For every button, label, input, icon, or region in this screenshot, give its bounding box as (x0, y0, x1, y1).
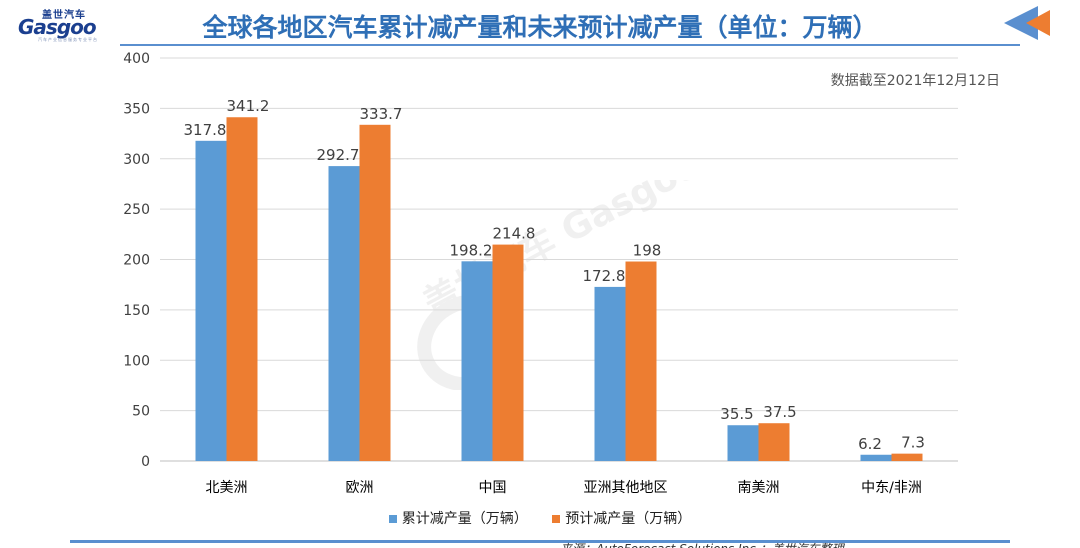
y-tick-label: 150 (123, 303, 150, 319)
title-underline (120, 44, 1020, 46)
data-label-series1: 317.8 (184, 121, 227, 139)
legend-label-series2: 预计减产量（万辆） (565, 511, 692, 527)
bars (195, 117, 923, 462)
bar-series1[interactable] (195, 140, 227, 461)
x-category-label: 南美洲 (738, 480, 780, 496)
grid-lines (160, 57, 958, 462)
y-tick-label: 250 (123, 202, 150, 218)
bar-series2[interactable] (891, 453, 923, 461)
header: 盖世汽车 Gasgoo 汽车产业信息服务专业平台 全球各地区汽车累计减产量和未来… (0, 0, 1080, 46)
data-label-series1: 35.5 (720, 405, 753, 423)
legend-item-series1[interactable]: 累计减产量（万辆） (388, 508, 528, 528)
x-category-label: 亚洲其他地区 (584, 480, 668, 496)
y-tick-label: 200 (123, 253, 150, 269)
gasgoo-logo[interactable]: 盖世汽车 Gasgoo 汽车产业信息服务专业平台 (14, 6, 114, 42)
data-label-series1: 198.2 (450, 241, 493, 259)
bar-series2[interactable] (492, 244, 524, 461)
x-category-label: 中国 (479, 480, 507, 496)
data-date-note: 数据截至2021年12月12日 (830, 73, 1000, 89)
legend: 累计减产量（万辆） 预计减产量（万辆） (0, 508, 1080, 528)
y-tick-label: 300 (123, 152, 150, 168)
footer-line (70, 540, 1010, 543)
x-category-label: 北美洲 (206, 480, 248, 496)
arrow-left-icon[interactable] (1004, 4, 1056, 42)
bar-series1[interactable] (727, 425, 759, 461)
bar-series1[interactable] (328, 166, 360, 462)
logo-subtitle: 汽车产业信息服务专业平台 (38, 37, 98, 42)
y-axis-ticks: 0 50 100 150 200 250 300 350 400 (123, 51, 150, 470)
data-label-series2: 214.8 (493, 225, 536, 243)
logo-cn-text: 盖世汽车 (42, 10, 86, 21)
y-tick-label: 350 (123, 101, 150, 117)
y-tick-label: 50 (132, 404, 150, 420)
data-label-series2: 198 (633, 242, 662, 260)
data-label-series2: 341.2 (227, 97, 270, 115)
legend-swatch-series2 (552, 515, 561, 523)
data-label-series1: 292.7 (317, 146, 360, 164)
bar-series1[interactable] (461, 261, 493, 461)
bar-series2[interactable] (226, 117, 258, 461)
bar-series2[interactable] (758, 423, 790, 461)
source-note: 来源：AutoForecast Solutions Inc.；盖世汽车整理 (560, 540, 920, 548)
bar-series1[interactable] (594, 286, 626, 461)
x-category-label: 中东/非洲 (861, 480, 922, 496)
data-label-series1: 6.2 (858, 435, 882, 453)
bar-series2[interactable] (359, 124, 391, 462)
data-label-series2: 333.7 (360, 105, 403, 123)
page-title: 全球各地区汽车累计减产量和未来预计减产量（单位：万辆） (202, 13, 878, 42)
bar-series2[interactable] (625, 261, 657, 461)
legend-swatch-series1 (388, 515, 397, 523)
logo-en-text: Gasgoo (18, 15, 97, 39)
x-category-label: 欧洲 (346, 480, 374, 496)
y-tick-label: 400 (123, 51, 150, 67)
y-tick-label: 100 (123, 353, 150, 369)
legend-item-series2[interactable]: 预计减产量（万辆） (552, 508, 691, 528)
x-axis-categories: 北美洲 欧洲 中国 亚洲其他地区 南美洲 中东/非洲 (206, 480, 922, 496)
data-label-series2: 7.3 (901, 434, 925, 452)
data-label-series1: 172.8 (583, 267, 626, 285)
y-tick-label: 0 (141, 454, 150, 470)
legend-label-series1: 累计减产量（万辆） (401, 511, 528, 527)
data-label-series2: 37.5 (763, 403, 796, 421)
bar-series1[interactable] (860, 454, 892, 461)
